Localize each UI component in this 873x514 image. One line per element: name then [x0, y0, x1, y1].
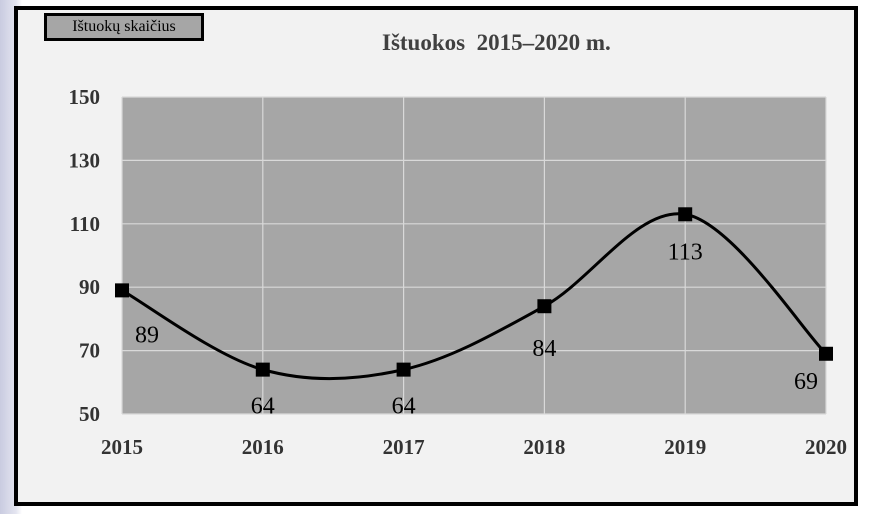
- data-label: 113: [668, 239, 703, 265]
- y-tick-label: 50: [79, 402, 100, 426]
- data-label: 64: [251, 394, 275, 420]
- data-label: 69: [794, 369, 818, 395]
- data-point-marker: [537, 299, 552, 314]
- x-tick-label: 2020: [805, 435, 847, 459]
- x-axis-ticks: 2015 2016 2017 2018 2019 2020: [101, 435, 847, 459]
- legend-box: Ištuokų skaičius: [44, 13, 204, 41]
- y-tick-label: 150: [69, 85, 101, 109]
- data-point-marker: [678, 207, 693, 222]
- data-point-marker: [115, 283, 129, 298]
- data-labels: 89 64 64 84 113 69: [135, 239, 818, 419]
- series-line: [121, 212, 828, 381]
- series-markers: [115, 207, 833, 377]
- data-point-marker: [255, 362, 270, 377]
- y-tick-label: 90: [79, 275, 100, 299]
- data-label: 89: [135, 322, 159, 348]
- data-point-marker: [396, 362, 411, 377]
- x-tick-label: 2015: [101, 435, 143, 459]
- plot-area: [122, 97, 826, 414]
- data-point-marker: [819, 346, 833, 361]
- y-axis-ticks: 50 70 90 110 130 150: [69, 85, 101, 426]
- y-tick-label: 130: [69, 148, 101, 172]
- y-tick-label: 70: [79, 339, 100, 363]
- x-tick-label: 2019: [664, 435, 706, 459]
- data-label: 84: [532, 336, 556, 362]
- x-tick-label: 2016: [242, 435, 284, 459]
- data-label: 64: [392, 394, 416, 420]
- x-tick-label: 2017: [383, 435, 425, 459]
- y-tick-label: 110: [70, 212, 100, 236]
- x-tick-label: 2018: [523, 435, 565, 459]
- chart-title: Ištuokos 2015–2020 m.: [382, 30, 611, 55]
